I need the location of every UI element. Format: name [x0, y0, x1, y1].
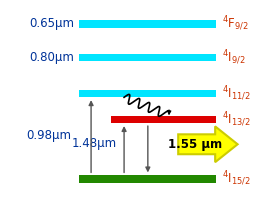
Text: 0.80μm: 0.80μm	[29, 51, 74, 64]
Text: $^4$I$_{13/2}$: $^4$I$_{13/2}$	[222, 110, 251, 129]
Text: 1.48μm: 1.48μm	[71, 137, 116, 150]
Text: 0.98μm: 0.98μm	[26, 129, 71, 142]
Text: $^4$I$_{11/2}$: $^4$I$_{11/2}$	[222, 84, 251, 103]
Text: $^4$I$_{9/2}$: $^4$I$_{9/2}$	[222, 49, 245, 67]
Bar	[111, 116, 216, 123]
Text: $^4$I$_{15/2}$: $^4$I$_{15/2}$	[222, 170, 251, 188]
Polygon shape	[178, 126, 238, 162]
Bar	[79, 175, 216, 183]
Bar	[79, 54, 216, 61]
Text: 1.55 μm: 1.55 μm	[168, 138, 222, 151]
Text: 0.65μm: 0.65μm	[29, 17, 74, 30]
Bar	[79, 90, 216, 97]
Bar	[79, 20, 216, 28]
Text: $^4$F$_{9/2}$: $^4$F$_{9/2}$	[222, 15, 248, 33]
